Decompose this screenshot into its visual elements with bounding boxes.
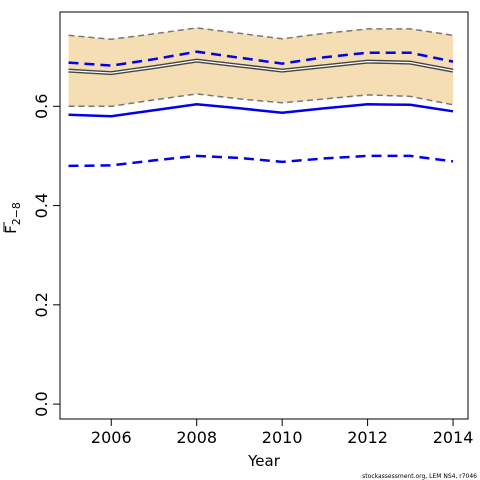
x-tick-label: 2008 [176,428,217,447]
plot-frame [59,11,469,420]
series-line-1-inner [68,59,454,74]
x-tick-label: 2014 [433,428,474,447]
x-tick-label: 2012 [347,428,388,447]
x-tick-label: 2010 [262,428,303,447]
band-lower-line [68,93,454,108]
y-tick-label: 0.0 [32,391,51,416]
svg-text:F2−8: F2−8 [2,202,23,234]
y-tick-label: 0.4 [32,193,51,218]
x-axis-title: Year [247,452,281,470]
y-axis-title-main: F [2,225,20,234]
footnote: stockassessment.org, LEM NS4, r7046 [362,473,477,480]
series-line-4 [68,154,454,168]
series-line-3 [68,50,454,67]
y-tick-label: 0.2 [32,292,51,317]
y-axis-title: F2−8 [2,202,23,234]
band-upper-line [68,27,454,41]
y-tick-label: 0.6 [32,94,51,119]
x-tick-label: 2006 [91,428,132,447]
series-line-2 [68,103,454,118]
y-axis-title-sub: 2−8 [10,202,23,225]
